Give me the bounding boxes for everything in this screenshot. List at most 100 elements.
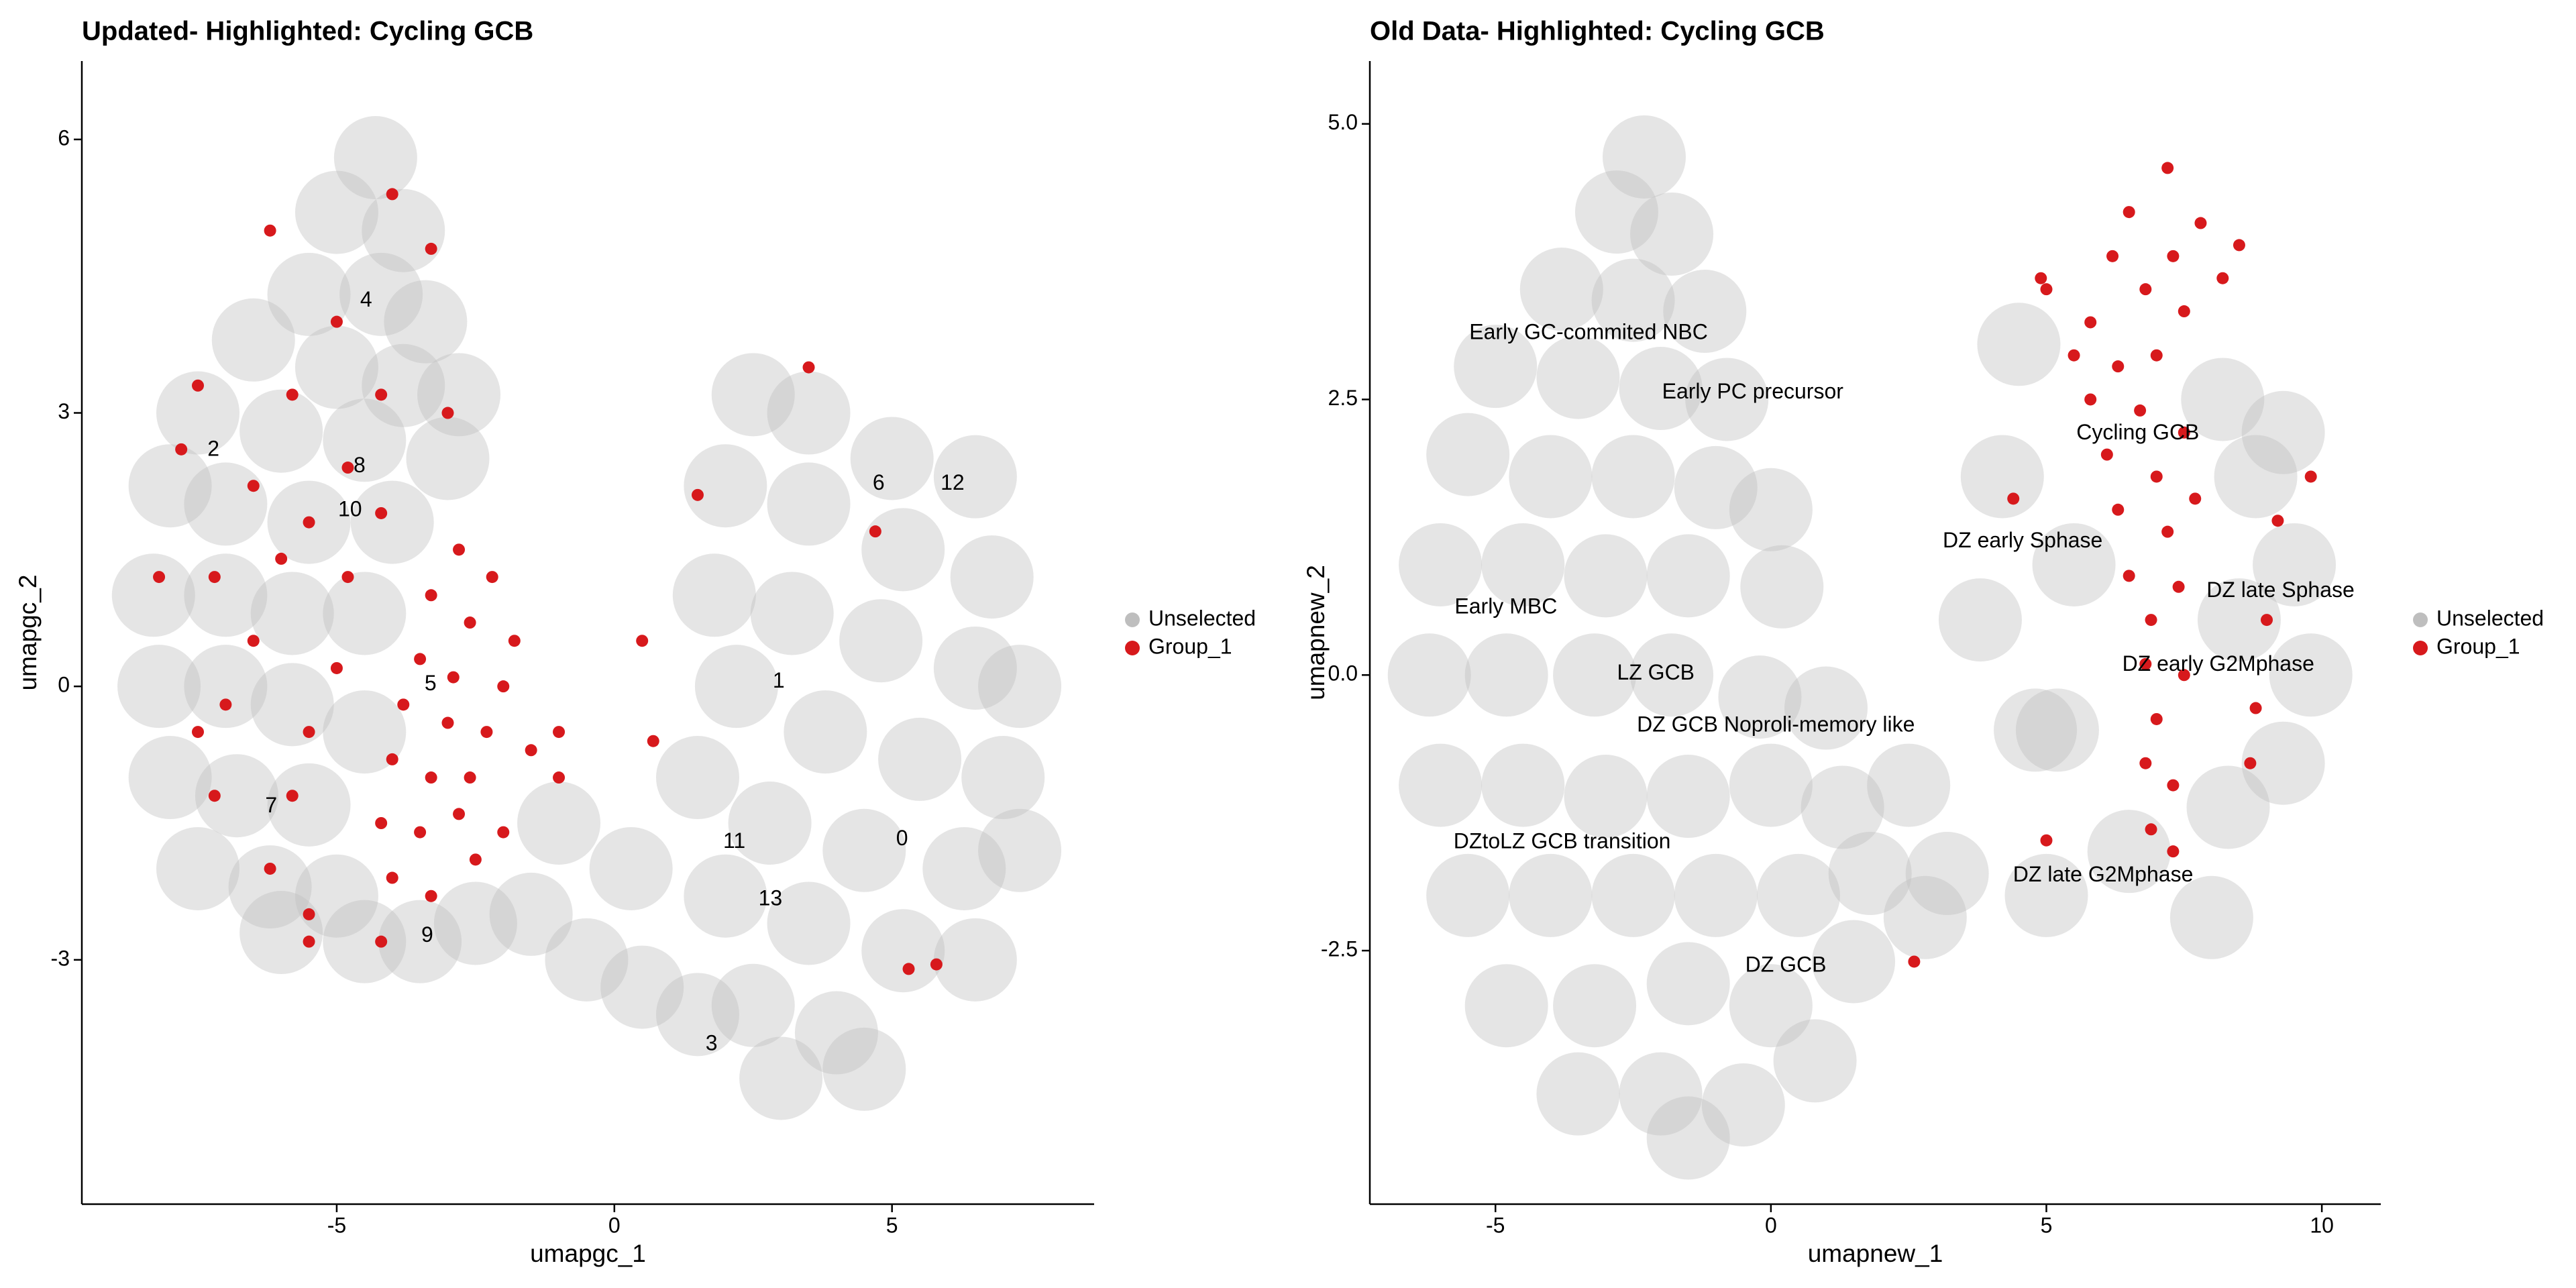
unselected-point <box>961 736 1045 820</box>
highlighted-point <box>2035 272 2047 284</box>
highlighted-point <box>2139 757 2152 769</box>
unselected-point <box>728 782 812 865</box>
highlighted-point <box>2040 834 2053 847</box>
unselected-point <box>2269 633 2353 717</box>
y-tick-label: -2.5 <box>1321 937 1358 961</box>
unselected-point <box>1481 743 1565 827</box>
unselected-point <box>1701 1063 1785 1147</box>
unselected-point <box>323 900 407 983</box>
unselected-point <box>1729 964 1813 1048</box>
cluster-label: Early GC-commited NBC <box>1469 319 1708 343</box>
highlighted-point <box>2150 349 2163 362</box>
unselected-point <box>1812 920 1896 1004</box>
highlighted-point <box>375 935 388 948</box>
unselected-point <box>1646 534 1730 618</box>
unselected-point <box>878 717 962 801</box>
highlighted-point <box>508 635 521 647</box>
unselected-point <box>1602 115 1686 199</box>
unselected-point <box>822 1027 906 1111</box>
unselected-point <box>1867 743 1951 827</box>
highlighted-point <box>264 862 276 875</box>
unselected-point <box>1536 335 1620 419</box>
unselected-point <box>2241 390 2325 474</box>
unselected-point <box>1994 688 2078 772</box>
legend-marker <box>2413 612 2428 627</box>
unselected-point <box>417 353 501 437</box>
highlighted-point <box>303 726 315 739</box>
unselected-point <box>711 353 795 437</box>
highlighted-point <box>553 726 566 739</box>
panel: Updated- Highlighted: Cycling GCB4281057… <box>14 17 1256 1267</box>
unselected-point <box>1591 853 1675 937</box>
highlighted-point <box>930 958 943 971</box>
unselected-point <box>2181 358 2265 441</box>
unselected-point <box>1591 258 1675 342</box>
unselected-point <box>711 963 795 1047</box>
unselected-point <box>861 909 945 993</box>
highlighted-point <box>330 315 343 328</box>
highlighted-point <box>2261 614 2273 627</box>
highlighted-point <box>414 826 427 839</box>
unselected-point <box>1454 325 1538 409</box>
highlighted-point <box>175 443 188 455</box>
x-axis-label: umapnew_1 <box>1808 1240 1943 1267</box>
unselected-point <box>839 599 923 683</box>
unselected-point <box>684 854 767 938</box>
highlighted-point <box>330 661 343 674</box>
highlighted-point <box>2178 426 2190 439</box>
cluster-label: 5 <box>425 671 437 695</box>
unselected-point <box>111 553 195 637</box>
highlighted-point <box>425 771 437 784</box>
unselected-point <box>1756 853 1840 937</box>
highlighted-point <box>2244 757 2257 769</box>
highlighted-point <box>2172 580 2185 593</box>
cluster-label: 0 <box>896 826 908 850</box>
highlighted-point <box>1908 955 1921 968</box>
cluster-label: LZ GCB <box>1617 660 1695 684</box>
unselected-point <box>1387 633 1471 717</box>
highlighted-point <box>286 388 299 401</box>
unselected-point <box>362 189 445 272</box>
unselected-point <box>2214 435 2298 519</box>
highlighted-point <box>341 462 354 474</box>
highlighted-point <box>341 571 354 584</box>
unselected-point <box>1883 875 1967 959</box>
unselected-point <box>406 417 490 500</box>
panel: Old Data- Highlighted: Cycling GCB Early … <box>1302 17 2544 1267</box>
unselected-point <box>1630 192 1714 276</box>
unselected-point <box>211 298 295 382</box>
cluster-label: 7 <box>265 793 277 817</box>
cluster-label: 12 <box>941 470 965 494</box>
unselected-point <box>1509 853 1593 937</box>
unselected-point <box>600 945 684 1029</box>
unselected-point <box>1938 578 2022 662</box>
unselected-point <box>1619 347 1703 431</box>
highlighted-point <box>247 635 260 647</box>
unselected-point <box>323 572 407 655</box>
unselected-point <box>294 854 378 938</box>
x-tick-label: -5 <box>327 1213 346 1237</box>
unselected-point <box>1509 435 1593 519</box>
unselected-point <box>333 116 417 200</box>
highlighted-point <box>453 543 466 556</box>
highlighted-point <box>153 571 166 584</box>
highlighted-point <box>2167 779 2180 792</box>
unselected-point <box>239 389 323 473</box>
unselected-point <box>545 918 629 1002</box>
unselected-point <box>267 763 351 847</box>
highlighted-point <box>2167 250 2180 262</box>
highlighted-point <box>2249 702 2262 714</box>
highlighted-point <box>2007 492 2020 505</box>
highlighted-point <box>2161 162 2174 174</box>
unselected-point <box>2169 875 2253 959</box>
cluster-label: Cycling GCB <box>2076 420 2199 444</box>
unselected-point <box>184 645 268 729</box>
unselected-point <box>1646 1096 1730 1180</box>
unselected-point <box>1481 523 1565 606</box>
highlighted-point <box>2145 614 2157 627</box>
cluster-label: DZ late G2Mphase <box>2013 862 2194 886</box>
highlighted-point <box>2189 492 2202 505</box>
unselected-point <box>739 1036 823 1120</box>
highlighted-point <box>192 726 205 739</box>
y-tick-label: 0 <box>58 673 70 697</box>
